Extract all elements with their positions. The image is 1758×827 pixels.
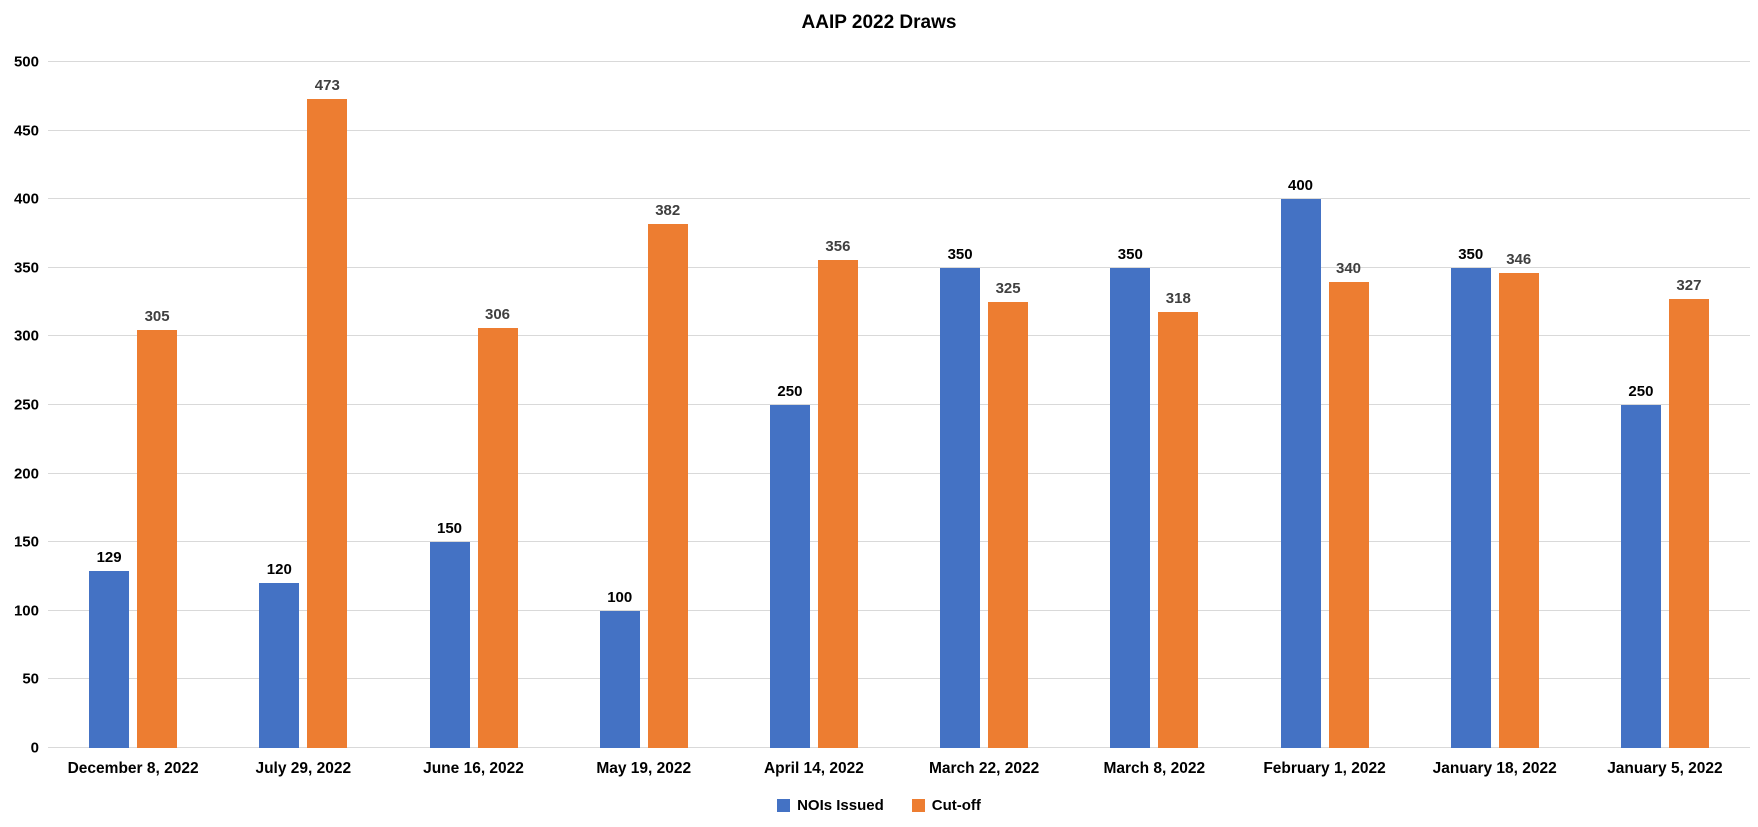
data-label: 346 [1506, 251, 1532, 269]
bar-groups: 129 305 120 473 150 306 100 382 250 356 350 325 350 3… [48, 62, 1750, 748]
gridline-500 [48, 61, 1750, 62]
gridline-100 [48, 609, 1750, 611]
data-label: 400 [1288, 177, 1314, 195]
data-label: 325 [995, 280, 1021, 298]
data-label: 129 [96, 549, 122, 567]
gridline-150 [48, 541, 1750, 543]
bar-group: 100 382 [559, 62, 729, 748]
data-label: 350 [1117, 245, 1143, 263]
y-tick-label-0: 0 [30, 739, 39, 757]
bar-cut-off: 327 [1668, 277, 1709, 748]
bar-group: 350 346 [1410, 62, 1580, 748]
data-label: 150 [436, 520, 463, 538]
chart-title: AAIP 2022 Draws [801, 12, 957, 33]
gridline-400 [48, 198, 1750, 200]
x-category-label: April 14, 2022 [763, 760, 864, 777]
bar-cut-off: 346 [1498, 251, 1539, 748]
data-label: 305 [144, 307, 170, 325]
bar-group: 350 325 [899, 62, 1069, 748]
bar-group: 400 340 [1239, 62, 1409, 748]
data-label: 327 [1676, 277, 1702, 295]
bar-cut-off: 382 [647, 202, 688, 748]
bar-cut-off: 305 [137, 308, 178, 748]
y-tick-label-500: 500 [13, 53, 39, 71]
legend-item-cut-off: Cut-off [911, 797, 981, 814]
bar-nois-issued: 100 [599, 589, 640, 748]
data-label: 250 [1628, 383, 1654, 400]
bar-cut-off: 325 [988, 280, 1029, 748]
y-tick-label-50: 50 [22, 670, 39, 688]
x-category-label: March 8, 2022 [1103, 760, 1206, 777]
bar-nois-issued: 150 [429, 520, 470, 748]
gridline-350 [48, 266, 1750, 268]
bar-group: 350 318 [1069, 62, 1239, 748]
x-category-label: March 22, 2022 [928, 760, 1040, 777]
bar-group: 120 473 [218, 62, 388, 748]
bar-nois-issued: 250 [1620, 383, 1661, 748]
data-label: 350 [1458, 245, 1484, 263]
bar-nois-issued: 120 [259, 561, 300, 748]
bar-nois-issued: 129 [89, 549, 130, 748]
data-label: 100 [607, 588, 633, 606]
x-category-label: January 18, 2022 [1432, 760, 1557, 777]
bar-nois-issued: 400 [1280, 177, 1321, 748]
legend: NOIs Issued Cut-off [0, 797, 1758, 814]
data-label: 340 [1336, 259, 1362, 277]
x-category-label: February 1, 2022 [1263, 760, 1386, 777]
bar-group: 150 306 [388, 62, 558, 748]
bar-cut-off: 473 [307, 77, 348, 748]
bar-group: 250 327 [1580, 62, 1750, 748]
y-tick-label-300: 300 [13, 327, 39, 345]
y-tick-label-350: 350 [13, 259, 39, 277]
bar-cut-off: 306 [477, 306, 518, 748]
x-category-label: June 16, 2022 [423, 760, 524, 777]
legend-swatch-icon [777, 799, 791, 812]
data-label: 250 [777, 383, 803, 400]
legend-swatch-icon [911, 799, 925, 812]
bar-cut-off: 356 [817, 238, 858, 748]
x-category-label: December 8, 2022 [67, 760, 199, 777]
x-axis-category-labels: December 8, 2022 July 29, 2022 June 16, 20… [48, 760, 1750, 778]
x-category-label: May 19, 2022 [596, 760, 692, 777]
plot-area: 0 50 100 150 200 250 300 350 400 450 500 129 305 120… [14, 54, 1750, 777]
gridline-250 [48, 404, 1750, 405]
y-tick-label-450: 450 [13, 122, 39, 140]
data-label: 318 [1165, 289, 1191, 307]
data-label: 382 [655, 201, 681, 219]
y-tick-label-150: 150 [13, 533, 39, 551]
bar-nois-issued: 350 [1110, 246, 1151, 748]
gridline-300 [48, 335, 1750, 337]
bar-nois-issued: 350 [940, 246, 981, 748]
bar-nois-issued: 250 [769, 383, 810, 748]
x-category-label: January 5, 2022 [1607, 760, 1723, 777]
bar-cut-off: 318 [1158, 290, 1199, 748]
y-tick-label-400: 400 [13, 190, 39, 208]
gridline-450 [48, 129, 1750, 131]
data-label: 306 [484, 306, 511, 324]
y-tick-label-200: 200 [13, 465, 39, 483]
legend-item-nois-issued: NOIs Issued [777, 797, 884, 814]
gridline-0 [48, 747, 1750, 748]
data-label: 120 [266, 561, 292, 579]
gridline-50 [48, 678, 1750, 680]
bar-cut-off: 340 [1328, 260, 1369, 748]
legend-label: Cut-off [931, 797, 981, 814]
data-label: 356 [825, 237, 851, 255]
legend-label: NOIs Issued [797, 797, 884, 814]
y-tick-label-100: 100 [13, 602, 39, 620]
y-tick-label-250: 250 [13, 396, 39, 414]
bar-group: 250 356 [729, 62, 899, 748]
bar-group: 129 305 [48, 62, 218, 748]
x-category-label: July 29, 2022 [255, 760, 352, 777]
gridline-200 [48, 472, 1750, 474]
data-label: 473 [314, 77, 340, 95]
data-label: 350 [947, 245, 973, 263]
bar-nois-issued: 350 [1450, 246, 1491, 748]
